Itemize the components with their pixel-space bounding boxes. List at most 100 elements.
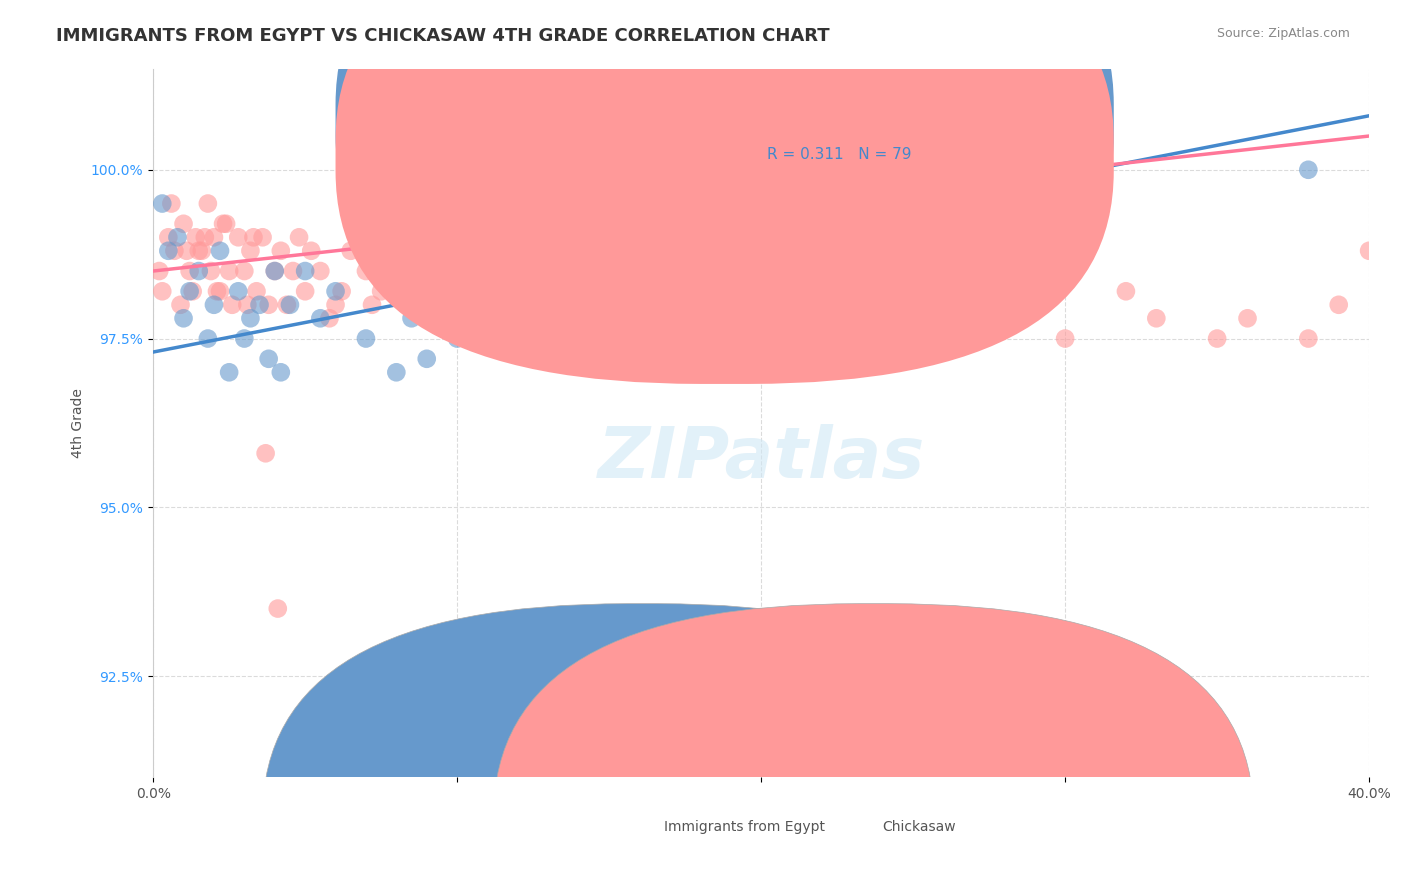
Point (215, 217, 238, 231)
Point (416, 351, 439, 366)
Point (325, 298, 347, 312)
FancyBboxPatch shape (336, 0, 1114, 349)
Text: R = 0.473   N = 41: R = 0.473 N = 41 (768, 112, 911, 127)
Text: Source: ZipAtlas.com: Source: ZipAtlas.com (1216, 27, 1350, 40)
Point (932, 311, 955, 326)
Point (150, 196, 173, 211)
Point (245, 285, 267, 299)
Point (226, 285, 249, 299)
Point (233, 332, 256, 346)
Point (257, 351, 280, 366)
Point (811, 285, 834, 299)
Point (780, 332, 803, 346)
Point (205, 285, 228, 299)
Point (299, 244, 322, 258)
Point (1206, 332, 1229, 346)
Point (598, 298, 620, 312)
Point (163, 244, 186, 258)
Point (506, 285, 529, 299)
Point (309, 264, 332, 278)
Point (370, 285, 392, 299)
Point (252, 230, 274, 244)
Point (598, 298, 620, 312)
Point (568, 351, 591, 366)
Point (221, 298, 243, 312)
Point (267, 601, 290, 615)
Point (689, 285, 711, 299)
Text: Immigrants from Egypt: Immigrants from Egypt (664, 820, 825, 834)
Point (294, 264, 316, 278)
Point (330, 285, 353, 299)
Point (281, 264, 304, 278)
Point (179, 285, 201, 299)
Point (963, 298, 986, 312)
Point (811, 311, 834, 326)
Point (1298, 162, 1320, 177)
Point (537, 332, 560, 346)
Text: Chickasaw: Chickasaw (883, 820, 956, 834)
Point (202, 298, 225, 312)
Point (294, 285, 316, 299)
Point (1327, 298, 1350, 312)
Point (582, 332, 605, 346)
Point (416, 244, 439, 258)
Point (339, 244, 361, 258)
Point (628, 311, 651, 326)
Point (169, 298, 191, 312)
Point (197, 332, 219, 346)
Point (461, 264, 484, 278)
Point (1236, 311, 1258, 326)
Point (1054, 332, 1077, 346)
Point (160, 196, 183, 211)
Point (157, 244, 180, 258)
FancyBboxPatch shape (494, 604, 1254, 892)
Point (522, 264, 544, 278)
Point (263, 264, 285, 278)
Point (658, 332, 681, 346)
Point (208, 244, 231, 258)
Point (239, 244, 262, 258)
Point (181, 285, 204, 299)
Point (270, 365, 292, 379)
Point (187, 244, 209, 258)
Point (446, 332, 468, 346)
Point (354, 332, 377, 346)
Point (148, 264, 170, 278)
Point (477, 285, 499, 299)
Point (749, 298, 772, 312)
Point (1144, 311, 1167, 326)
Point (993, 311, 1015, 326)
Point (226, 230, 249, 244)
Point (401, 298, 423, 312)
Point (176, 244, 198, 258)
Point (461, 311, 484, 326)
Point (218, 365, 240, 379)
Point (187, 264, 209, 278)
Point (537, 311, 560, 326)
Point (150, 285, 173, 299)
Point (288, 230, 311, 244)
Point (249, 298, 271, 312)
Point (361, 298, 384, 312)
Point (568, 285, 591, 299)
Point (430, 298, 453, 312)
Text: ZIPatlas: ZIPatlas (598, 424, 925, 493)
Point (658, 298, 681, 312)
Point (325, 285, 347, 299)
Point (239, 311, 262, 326)
Point (194, 230, 217, 244)
Point (197, 196, 219, 211)
FancyBboxPatch shape (676, 90, 1017, 203)
Text: IMMIGRANTS FROM EGYPT VS CHICKASAW 4TH GRADE CORRELATION CHART: IMMIGRANTS FROM EGYPT VS CHICKASAW 4TH G… (56, 27, 830, 45)
Point (200, 264, 222, 278)
Point (477, 298, 499, 312)
Point (628, 311, 651, 326)
Point (446, 285, 468, 299)
Point (257, 298, 280, 312)
Point (242, 230, 264, 244)
Point (993, 285, 1015, 299)
Point (208, 285, 231, 299)
FancyBboxPatch shape (263, 604, 1022, 892)
Point (401, 311, 423, 326)
Point (166, 230, 188, 244)
